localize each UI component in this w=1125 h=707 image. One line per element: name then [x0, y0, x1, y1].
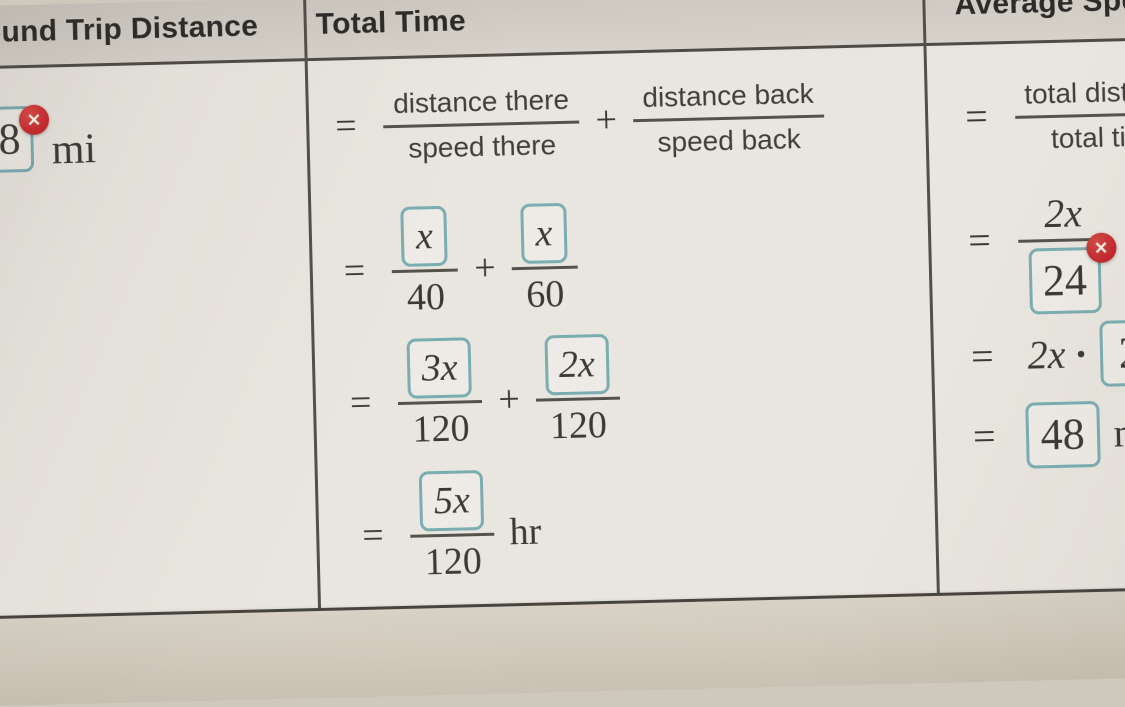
fraction-denominator: 40 [406, 275, 446, 319]
fraction-denominator: speed back [657, 123, 802, 158]
fraction: distance back speed back [632, 76, 826, 162]
answer-box[interactable]: 24 ✕ [1028, 232, 1117, 315]
equation-line: = 48 mi/h [972, 399, 1125, 470]
equals-sign: = [334, 104, 358, 148]
fraction-numerator: distance back [642, 77, 814, 113]
answer-box[interactable]: 48 [1024, 400, 1101, 469]
equals-sign: = [361, 514, 385, 557]
fraction: distance there speed there [383, 82, 581, 168]
multiplication-dot: · [1073, 331, 1089, 377]
equals-sign: = [967, 217, 992, 264]
fraction: x 60 [510, 202, 579, 318]
column-divider-2 [921, 0, 940, 594]
fraction-denominator: speed there [407, 129, 557, 164]
fraction: 2x 24 ✕ [1017, 190, 1117, 315]
equation-line: = x 40 + x 60 [342, 202, 579, 322]
equals-sign: = [349, 381, 372, 425]
unit-mi-label: mi [51, 126, 97, 174]
equals-sign: = [970, 333, 995, 380]
answer-box[interactable]: 2 [1098, 317, 1125, 387]
equation-line: = 5x 120 hr [361, 469, 543, 586]
fraction-denominator: 120 [424, 540, 483, 584]
plus-sign: + [594, 98, 618, 142]
answer-box[interactable]: x [520, 202, 568, 264]
answer-box[interactable]: 3x [406, 337, 473, 399]
fraction: x 40 [391, 205, 460, 321]
answer-box[interactable]: x [400, 205, 449, 267]
fraction-numerator: distance there [392, 83, 570, 120]
column-divider-1 [303, 0, 321, 610]
fraction-denominator: total time [1050, 120, 1125, 154]
fraction: total distance total time [1014, 72, 1125, 158]
error-x-icon: ✕ [18, 104, 50, 136]
equation-line: = 3x 120 + 2x 120 [348, 333, 621, 454]
fraction: 2x 120 [534, 333, 621, 449]
fraction: 3x 120 [397, 337, 484, 453]
error-x-icon: ✕ [1085, 232, 1117, 264]
fraction-denominator: 60 [525, 272, 565, 316]
equation-line: = 2x · 2 [970, 317, 1125, 390]
fraction: 5x 120 [409, 469, 496, 585]
equation-line: = distance there speed there + distance … [334, 76, 826, 169]
equals-sign: = [972, 413, 997, 459]
answer-box[interactable]: 2x [544, 333, 610, 396]
unit-hr-label: hr [509, 510, 542, 554]
answer-box-value: 24 [1042, 255, 1088, 306]
unit-mi-per-h-label: mi/h [1112, 408, 1125, 456]
answer-box[interactable]: 5x [419, 469, 485, 532]
fraction-denominator: 120 [549, 403, 608, 448]
page-below-table [0, 588, 1125, 707]
equals-sign: = [343, 249, 366, 293]
equation-line: = total distance total time [964, 72, 1125, 159]
equals-sign: = [964, 93, 989, 140]
fraction-numerator: 2x [1043, 190, 1083, 237]
math-term: 2x [1027, 331, 1066, 378]
plus-sign: + [497, 378, 521, 421]
plus-sign: + [473, 246, 497, 290]
header-total-time: Total Time [315, 4, 467, 41]
fraction-numerator: total distance [1023, 74, 1125, 110]
fraction-denominator: 120 [412, 407, 471, 451]
equation-line: = 2x 24 ✕ [967, 190, 1117, 316]
